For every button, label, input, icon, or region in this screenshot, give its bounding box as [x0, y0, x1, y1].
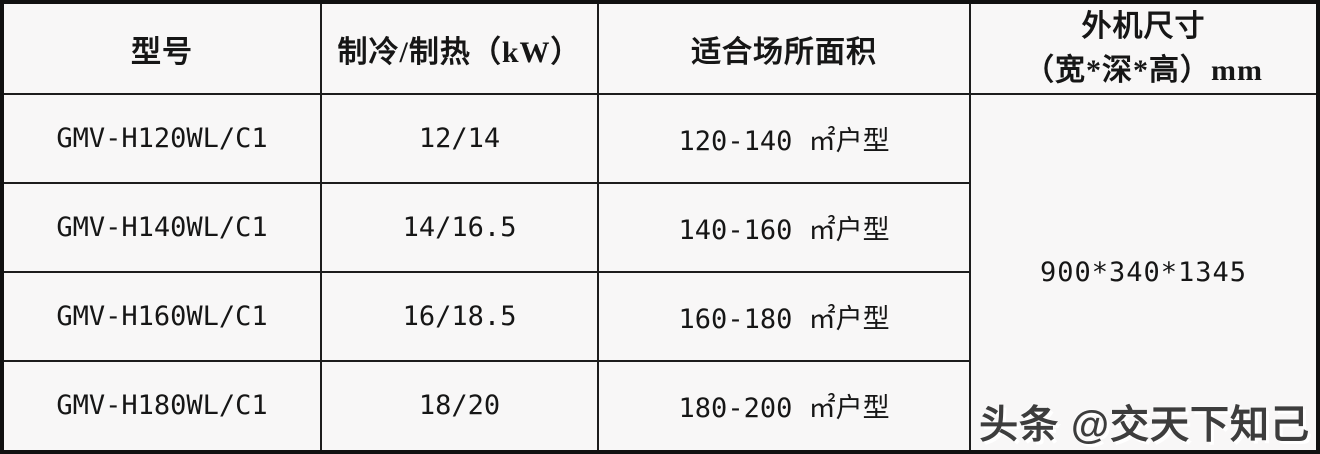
col-header-dimensions: 外机尺寸 （宽*深*高）mm [969, 1, 1319, 95]
capacity-cell: 14/16.5 [319, 181, 600, 273]
area-cell: 160-180 ㎡户型 [597, 270, 972, 362]
table-row: GMV-H180WL/C1 18/20 180-200 ㎡户型 [1, 359, 1318, 454]
col-header-capacity: 制冷/制热（kW） [319, 1, 600, 95]
header-row: 型号 制冷/制热（kW） 适合场所面积 外机尺寸 （宽*深*高）mm [1, 1, 1319, 95]
area-cell: 120-140 ㎡户型 [597, 93, 972, 184]
dimensions-cell: 900*340*1345 [969, 93, 1319, 453]
col-header-area: 适合场所面积 [597, 1, 972, 95]
table-row: GMV-H140WL/C1 14/16.5 140-160 ㎡户型 [1, 181, 1318, 273]
col-header-dimensions-line1: 外机尺寸 [1081, 10, 1206, 43]
model-cell: GMV-H160WL/C1 [1, 270, 322, 362]
model-cell: GMV-H140WL/C1 [1, 181, 322, 273]
capacity-cell: 18/20 [319, 359, 600, 454]
area-cell: 140-160 ㎡户型 [597, 181, 972, 273]
col-header-model: 型号 [1, 1, 322, 95]
model-cell: GMV-H120WL/C1 [1, 93, 322, 184]
col-header-dimensions-line2: （宽*深*高）mm [1024, 53, 1263, 87]
capacity-cell: 16/18.5 [319, 270, 600, 362]
model-cell: GMV-H180WL/C1 [1, 359, 322, 454]
capacity-cell: 12/14 [319, 93, 600, 184]
table-row: GMV-H120WL/C1 12/14 120-140 ㎡户型 900*340*… [1, 93, 1319, 453]
area-cell: 180-200 ㎡户型 [597, 359, 972, 454]
table-row: GMV-H160WL/C1 16/18.5 160-180 ㎡户型 [1, 270, 1318, 362]
